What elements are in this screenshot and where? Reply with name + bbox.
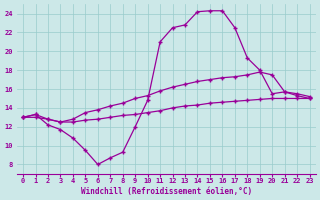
X-axis label: Windchill (Refroidissement éolien,°C): Windchill (Refroidissement éolien,°C) [81,187,252,196]
